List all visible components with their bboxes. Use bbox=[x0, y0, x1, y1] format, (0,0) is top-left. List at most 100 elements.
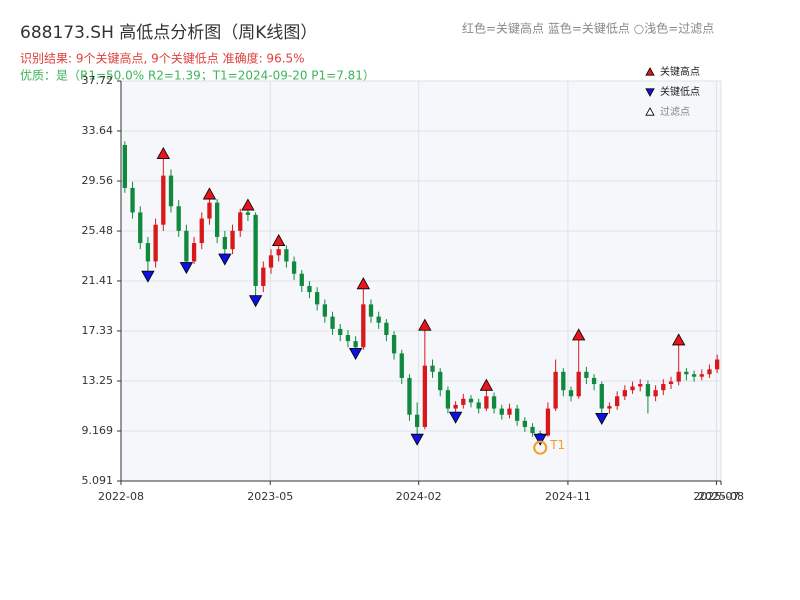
pivot-marker bbox=[533, 433, 547, 446]
candle-body bbox=[630, 386, 635, 391]
candle-body bbox=[438, 371, 443, 391]
candle-body bbox=[584, 371, 589, 378]
candle-body bbox=[461, 398, 466, 405]
candle-body bbox=[391, 335, 397, 354]
candle-body bbox=[407, 377, 412, 415]
candle-body bbox=[353, 341, 358, 348]
candle-body bbox=[422, 365, 427, 427]
candle-body bbox=[645, 384, 651, 397]
candle-body bbox=[399, 353, 404, 378]
candle-body bbox=[615, 396, 620, 407]
y-tick-label: 9.169 bbox=[82, 424, 114, 437]
plot: 5.091 9.169 13.25 17.33 21.41 25.48 29.56 33.64… bbox=[82, 65, 744, 503]
y-tick-label: 21.41 bbox=[82, 274, 114, 287]
pivot-marker bbox=[218, 253, 232, 266]
t1-marker bbox=[533, 440, 548, 455]
candle-body bbox=[161, 175, 166, 225]
pivot-marker bbox=[348, 347, 363, 360]
x-tick-label: 2024-02 bbox=[396, 490, 442, 503]
candle-body bbox=[153, 224, 158, 262]
candle-body bbox=[145, 243, 151, 262]
pivot-marker bbox=[248, 295, 263, 308]
chart-title: 688173.SH 高低点分析图（周K线图） bbox=[20, 23, 317, 43]
candle-body bbox=[553, 371, 558, 409]
candle-body bbox=[707, 369, 712, 375]
candle-body bbox=[345, 335, 351, 342]
candle-body bbox=[415, 414, 420, 427]
candle-body bbox=[530, 426, 535, 434]
candle-body bbox=[276, 249, 281, 256]
candle-body bbox=[591, 377, 597, 385]
candle-body bbox=[315, 292, 320, 305]
candle-body bbox=[230, 230, 235, 250]
candle-body bbox=[215, 202, 220, 237]
pivot-marker bbox=[272, 234, 286, 247]
candle-body bbox=[499, 408, 504, 415]
candle-body bbox=[568, 390, 574, 397]
candle-body bbox=[122, 144, 127, 188]
x-tick-label: 2024-11 bbox=[545, 490, 591, 503]
x-tick-label: 2023-05 bbox=[247, 490, 293, 503]
legend-label: 关键低点 bbox=[660, 85, 700, 98]
candle-body bbox=[238, 212, 243, 231]
pivot-marker bbox=[241, 198, 255, 211]
candle-body bbox=[691, 374, 697, 377]
candle-body bbox=[661, 384, 666, 391]
candle-body bbox=[699, 374, 704, 377]
legend-marker bbox=[645, 67, 655, 76]
y-tick-label: 13.25 bbox=[82, 374, 114, 387]
candle-body bbox=[138, 212, 143, 244]
candle-body bbox=[207, 202, 212, 219]
subtitle: 识别结果: 9个关键高点, 9个关键低点 准确度: 96.5% bbox=[20, 51, 305, 66]
candle-body bbox=[253, 214, 258, 286]
candle-body bbox=[668, 381, 674, 385]
t1-label: T1 bbox=[549, 438, 565, 452]
candle-body bbox=[430, 365, 435, 372]
y-tick-label: 37.72 bbox=[82, 74, 114, 87]
y-tick-label: 29.56 bbox=[82, 174, 114, 187]
pivot-marker bbox=[410, 433, 424, 446]
candle-body bbox=[476, 402, 481, 409]
y-tick-label: 33.64 bbox=[82, 124, 114, 137]
candle-body bbox=[361, 304, 366, 348]
candle-body bbox=[191, 243, 197, 262]
candle-body bbox=[299, 273, 304, 286]
candle-body bbox=[376, 316, 381, 323]
candle-body bbox=[261, 267, 266, 286]
x-tick-label: 2025-08 bbox=[698, 490, 744, 503]
candle-body bbox=[176, 206, 181, 231]
x-tick-label: 2025-07 bbox=[693, 490, 739, 503]
candle-body bbox=[599, 384, 604, 409]
candle-body bbox=[622, 390, 627, 397]
header-legend: 红色=关键高点 蓝色=关键低点 ○浅色=过滤点 bbox=[462, 21, 714, 36]
x-tick-label: 2022-08 bbox=[98, 490, 144, 503]
quality-note: 优质：是（R1=50.0% R2=1.39；T1=2024-09-20 P1=7… bbox=[20, 69, 375, 83]
candle-body bbox=[322, 304, 327, 317]
candle-body bbox=[330, 316, 335, 329]
candle-body bbox=[484, 396, 489, 409]
candle-body bbox=[130, 187, 135, 213]
pivot-marker bbox=[356, 277, 370, 290]
candle-body bbox=[676, 371, 681, 382]
candle-body bbox=[338, 328, 343, 336]
candle-body bbox=[184, 230, 189, 262]
candle-body bbox=[653, 390, 658, 397]
pivot-marker bbox=[141, 270, 155, 283]
legend-marker bbox=[645, 88, 655, 97]
y-tick-label: 17.33 bbox=[82, 324, 114, 337]
candle-body bbox=[715, 359, 720, 370]
candle-body bbox=[222, 236, 227, 250]
legend-marker bbox=[645, 107, 655, 116]
candle-body bbox=[445, 390, 451, 409]
legend-label: 过滤点 bbox=[660, 105, 690, 118]
candle-body bbox=[453, 404, 458, 409]
candle-body bbox=[545, 408, 551, 436]
candle-body bbox=[368, 304, 374, 317]
candle-body bbox=[522, 420, 527, 427]
pivot-marker bbox=[448, 411, 463, 424]
pivot-marker bbox=[595, 412, 609, 425]
candle-body bbox=[284, 249, 289, 262]
candle-body bbox=[268, 255, 274, 268]
